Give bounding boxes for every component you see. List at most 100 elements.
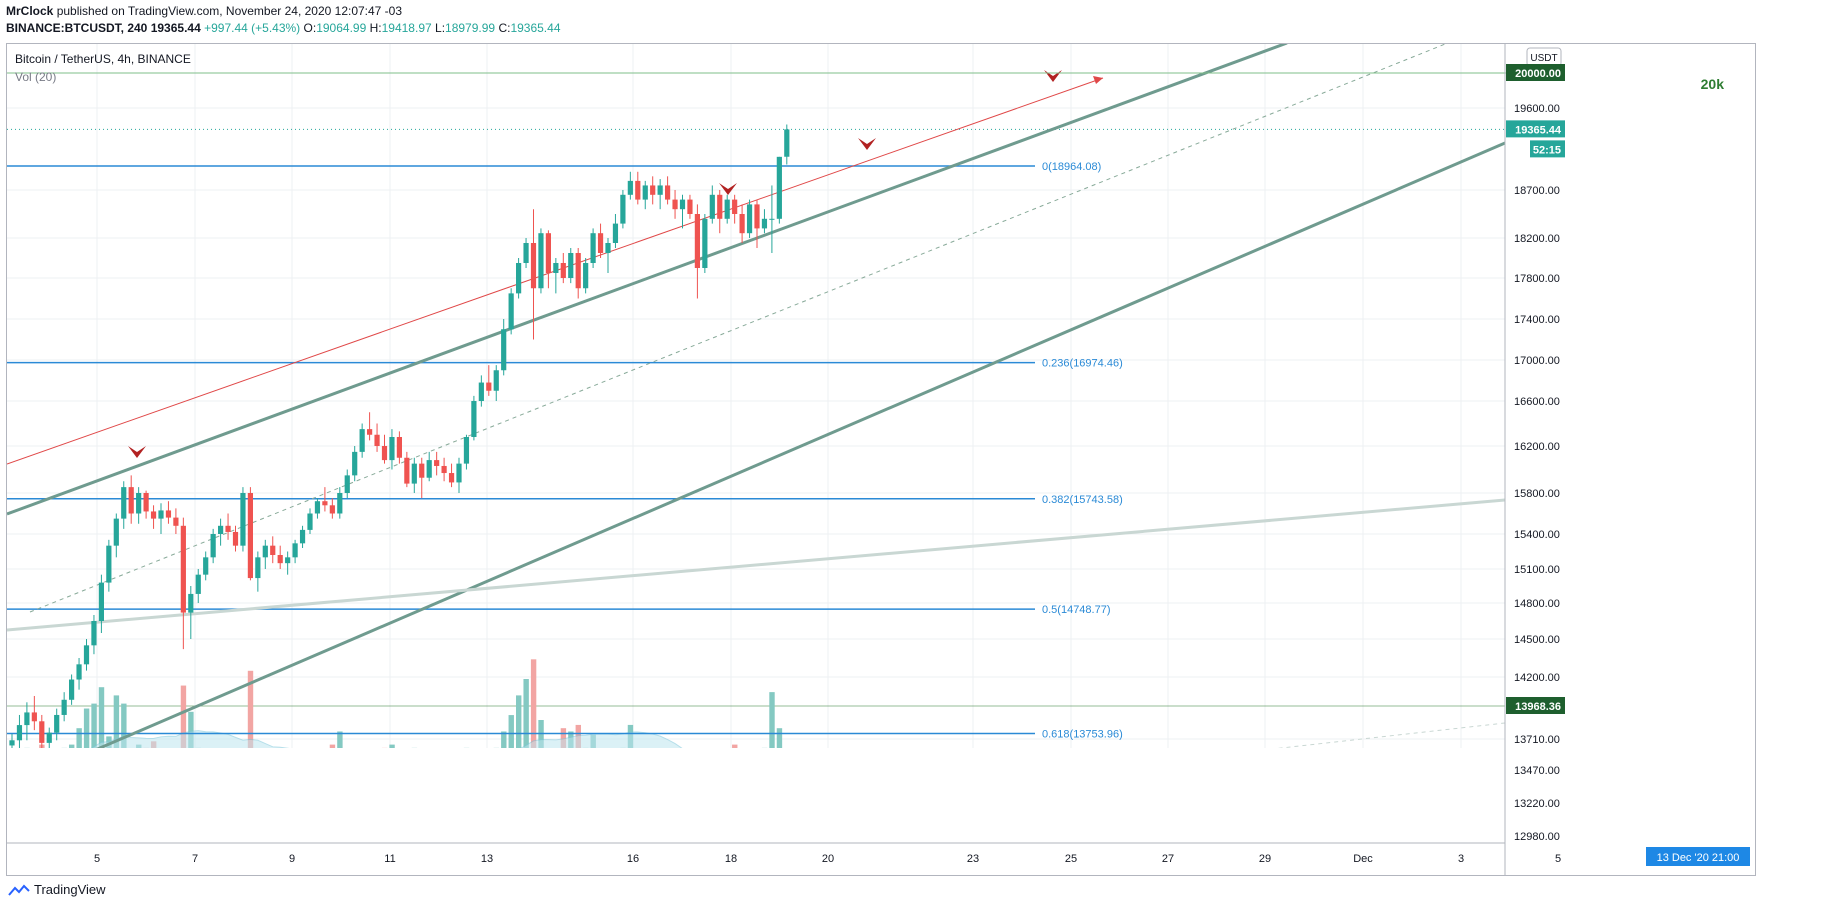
candle-body [232,531,239,546]
price-tick-label: 17400.00 [1514,314,1560,326]
price-tick-label: 14800.00 [1514,598,1560,610]
author-name[interactable]: MrClock [6,4,54,18]
volume-bar [479,761,484,843]
volume-bar [717,758,722,843]
open-value: 19064.99 [316,21,367,35]
candle-body [456,463,462,483]
candle-body [404,457,410,484]
candle-body [247,493,253,579]
fib-level-label: 0.236(16974.46) [1042,358,1123,370]
volume-bar [471,764,476,843]
candle-body [314,501,321,514]
volume-bar [61,747,67,748]
fib-level-label: 0.5(14748.77) [1042,604,1111,616]
last-price: 19365.44 [150,21,201,35]
volume-bar [620,747,626,748]
ohlc-line: BINANCE:BTCUSDT, 240 19365.44 +997.44 (+… [6,21,561,35]
candle-body [463,437,470,464]
price-tick-label: 14200.00 [1514,672,1560,684]
volume-bar [247,670,254,748]
candle-body [270,545,276,555]
price-label-box [1506,697,1565,714]
candle-body [583,263,589,289]
candle-body [553,263,559,273]
currency-label: USDT [1530,53,1557,64]
candle-body [299,529,306,544]
candle-body [568,253,574,278]
candle-body [61,699,67,715]
volume-bar [91,703,97,748]
volume-bar [158,756,163,843]
volume-bar [255,753,260,843]
candle-body [352,451,358,476]
footer-brand[interactable]: TradingView [8,882,106,897]
volume-indicator-label[interactable]: Vol (20) [15,70,57,84]
volume-bar [590,734,596,748]
price-label-text: 13968.36 [1515,701,1561,713]
time-tick-label: Dec [1353,853,1373,865]
time-tick-label: 11 [384,853,395,865]
volume-bar [449,758,454,843]
time-tick-label: 5 [1555,853,1561,865]
volume-bar [293,771,298,843]
volume-bar [329,744,336,748]
candle-body [784,129,790,157]
candle-body [16,725,23,741]
time-tick-label: 18 [725,853,737,865]
volume-bar [456,753,461,843]
candle-body [262,545,268,558]
candle-body [329,505,335,514]
candle-body [746,204,753,234]
volume-bar [695,763,700,843]
price-tick-label: 13220.00 [1514,798,1560,810]
price-tick-label: 13470.00 [1514,765,1560,777]
down-arrow-marker [128,446,146,458]
candle-body [650,185,656,195]
volume-bar [188,711,194,748]
candle-body [210,534,216,558]
candle-body [575,253,581,289]
candle-body [508,293,514,330]
symbol-label: BINANCE:BTCUSDT, 240 [6,21,148,35]
volume-bar [218,766,223,843]
volume-bar [24,747,30,748]
price-tick-label: 14500.00 [1514,634,1560,646]
candle-body [769,218,775,220]
volume-bar [17,777,22,843]
volume-bar [270,769,275,843]
candle-body [597,233,604,253]
price-tick-label: 19600.00 [1514,103,1560,115]
candle-body [516,263,522,294]
cursor-date-box [1646,847,1750,866]
time-tick-label: 13 [481,853,493,865]
resistance-arrowhead [1093,76,1103,84]
cursor-date-label: 13 Dec '20 21:00 [1657,852,1740,864]
candle-body [739,214,745,234]
candle-body [285,557,291,564]
volume-bar [776,728,783,748]
high-label: H: [369,21,382,35]
volume-bar [367,758,372,843]
candle-body [136,493,142,514]
chart-frame [6,43,1756,876]
price-tick-label: 13710.00 [1514,734,1560,746]
candle-body [545,233,551,273]
volume-bar [106,736,112,748]
candle-body [39,721,45,743]
price-label-text: 20000.00 [1515,68,1561,80]
volume-bar [360,774,365,843]
candle-body [776,156,782,219]
publish-text: published on TradingView.com, November 2… [56,4,403,18]
volume-bar [710,768,715,843]
time-tick-label: 16 [627,853,639,865]
volume-bar [665,764,670,843]
candle-body [381,446,388,461]
candle-body [359,429,365,452]
volume-bar [39,744,45,748]
channel-midline [29,44,1447,613]
volume-bar [337,731,343,748]
price-label-box [1530,140,1565,158]
candle-body [91,621,97,646]
volume-bar [129,753,134,843]
